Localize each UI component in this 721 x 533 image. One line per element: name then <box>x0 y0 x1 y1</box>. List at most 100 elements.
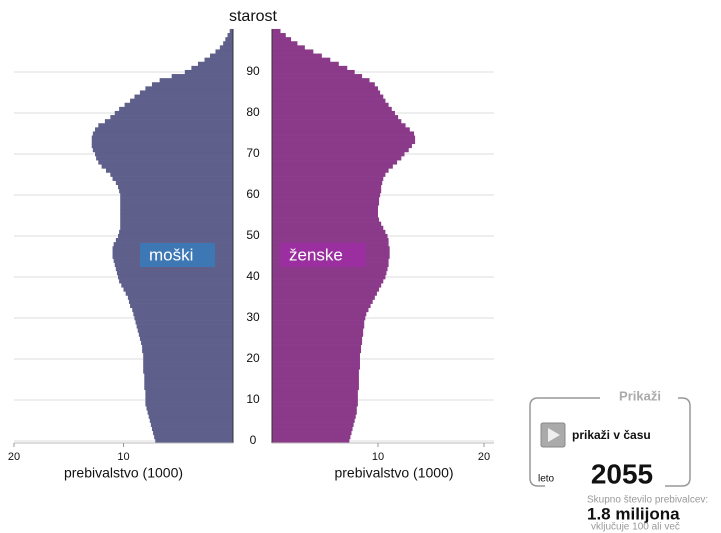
bar <box>272 377 359 382</box>
bar <box>144 385 233 391</box>
bar <box>272 307 369 313</box>
bar <box>272 406 357 411</box>
bar <box>272 299 373 304</box>
legend-label: ženske <box>289 245 343 264</box>
bar <box>272 131 415 136</box>
total-note: vključuje 100 ali več <box>591 522 680 533</box>
bar <box>272 61 339 67</box>
bar <box>272 156 402 161</box>
bar <box>272 438 350 444</box>
bar <box>272 115 399 120</box>
y-tick-label: 50 <box>246 228 260 242</box>
bar <box>272 123 406 128</box>
bar <box>219 45 233 50</box>
play-label[interactable]: prikaži v času <box>572 428 651 442</box>
bar <box>154 434 233 440</box>
bar <box>159 78 233 83</box>
bar <box>124 102 233 108</box>
bar <box>229 28 233 34</box>
bar <box>120 221 233 227</box>
bar <box>145 402 233 407</box>
bar <box>225 37 233 42</box>
y-tick-label: 0 <box>250 433 257 447</box>
bar <box>272 225 384 231</box>
bar <box>272 98 386 104</box>
y-axis-title: starost <box>229 8 278 25</box>
bar <box>121 283 233 288</box>
bar <box>272 45 305 50</box>
bar <box>272 188 382 194</box>
bar <box>272 143 412 149</box>
bar <box>272 266 388 272</box>
bar <box>272 217 380 222</box>
bar <box>272 33 286 38</box>
bar <box>272 49 314 54</box>
bar <box>146 406 233 411</box>
bar <box>272 74 363 79</box>
bar <box>101 164 233 169</box>
bar <box>118 184 233 190</box>
legend-label: moški <box>149 245 193 264</box>
bar <box>151 82 233 87</box>
bar <box>272 365 360 370</box>
bar <box>272 303 371 309</box>
bar <box>272 41 298 46</box>
bar <box>272 119 402 124</box>
bar <box>272 320 365 325</box>
total-label: Skupno število prebivalcev: <box>587 495 708 506</box>
bar <box>272 192 381 198</box>
bar <box>272 180 383 186</box>
y-tick-label: 40 <box>246 269 260 283</box>
bar <box>114 110 233 116</box>
bar <box>143 361 233 366</box>
bar <box>191 65 233 71</box>
bar <box>120 209 233 214</box>
y-tick-label: 10 <box>246 392 260 406</box>
bar <box>149 418 233 423</box>
bar <box>91 135 234 140</box>
bar <box>92 131 233 136</box>
bar <box>92 147 233 153</box>
bar <box>272 229 386 235</box>
bar <box>119 188 233 194</box>
y-tick-label: 90 <box>246 64 260 78</box>
bar <box>105 168 233 173</box>
bar <box>95 127 233 132</box>
bar <box>112 176 233 181</box>
bar <box>227 33 233 38</box>
bar <box>272 209 378 214</box>
bar <box>132 307 233 313</box>
y-tick-label: 70 <box>246 146 260 160</box>
bar <box>272 78 370 83</box>
bar <box>95 151 233 157</box>
bar <box>272 184 382 190</box>
bar <box>272 270 387 276</box>
x-axis-title: prebivalstvo (1000) <box>334 465 453 481</box>
bar <box>197 61 233 67</box>
bar <box>272 201 380 206</box>
bar <box>272 65 348 71</box>
bar <box>272 397 358 403</box>
bar <box>272 352 360 358</box>
bar <box>272 410 357 415</box>
bar <box>144 377 233 382</box>
bar <box>145 397 233 403</box>
legend-swatch <box>280 243 366 267</box>
bar <box>204 57 233 63</box>
bar <box>272 205 378 210</box>
bar <box>142 344 233 350</box>
bar <box>272 82 375 87</box>
bar <box>272 279 384 284</box>
bar <box>120 201 233 206</box>
bar <box>272 430 352 436</box>
bar <box>272 393 358 399</box>
bar <box>272 160 398 165</box>
bar <box>134 315 233 321</box>
bar <box>272 332 364 337</box>
bar <box>223 41 233 46</box>
bar <box>145 393 233 399</box>
bar <box>147 410 233 415</box>
bar <box>119 106 233 112</box>
bar <box>272 238 389 243</box>
bar <box>136 324 233 329</box>
